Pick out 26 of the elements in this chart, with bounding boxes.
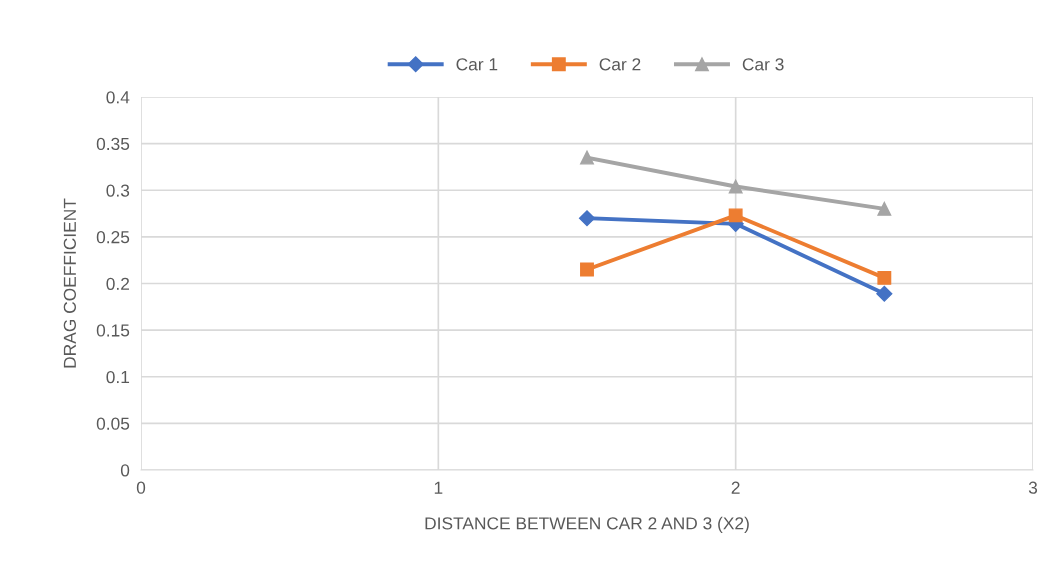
point [580,150,594,165]
point [877,270,892,285]
y-tick-label: 0.1 [106,370,130,384]
point [580,262,594,277]
y-axis-title: DRAG COEFFICIENT [63,198,76,368]
point [728,208,743,223]
y-tick-label: 0.4 [106,91,130,104]
y-tick-label: 0.2 [106,277,130,290]
point [876,285,893,302]
x-axis-title: DISTANCE BETWEEN CAR 2 AND 3 (X2) [425,516,749,533]
y-tick-label: 0.25 [96,231,130,244]
y-tick-label: 0.05 [96,417,130,430]
y-tick-label: 0.15 [96,324,130,337]
y-tick-label: 0.35 [96,137,130,151]
x-tick-label: 0 [136,481,146,494]
legend-label: Car 3 [742,58,784,71]
legend-label: Car 1 [456,58,498,71]
y-tick-label: 0.3 [106,184,130,197]
x-tick-label: 3 [1028,481,1038,494]
point [728,179,743,194]
y-tick-label: 0 [120,464,130,477]
x-tick-label: 1 [434,481,443,494]
point [877,201,892,216]
x-tick-label: 2 [731,481,740,494]
legend-label: Car 2 [599,58,641,71]
point [578,210,596,227]
